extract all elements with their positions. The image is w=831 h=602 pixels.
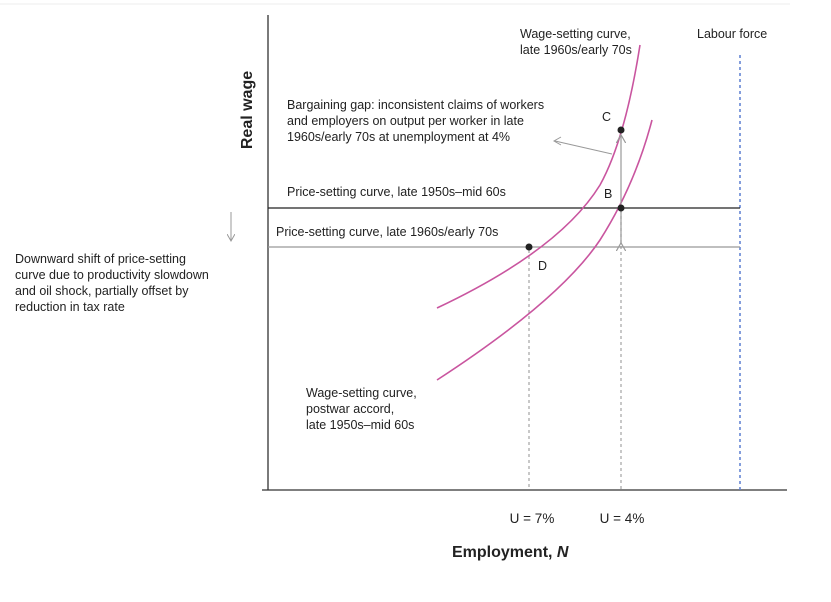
x-axis-variable: N (557, 544, 569, 561)
point-label: B (604, 187, 612, 201)
x-axis-label-text: Employment, (452, 544, 552, 561)
pointer (554, 140, 613, 155)
label: Bargaining gap: inconsistent claims of w… (287, 98, 544, 144)
label-line: and employers on output per worker in la… (287, 114, 524, 128)
label-line: Bargaining gap: inconsistent claims of w… (287, 98, 544, 112)
x-tick-label: U = 4% (600, 511, 645, 526)
label-line: and oil shock, partially offset by (15, 284, 189, 298)
label-line: Downward shift of price-setting (15, 252, 186, 266)
point-label: C (602, 110, 611, 124)
wage-setting-late (436, 44, 641, 309)
label: Price-setting curve, late 1960s/early 70… (276, 225, 498, 239)
x-axis-label: Employment, N (452, 544, 569, 561)
point (617, 204, 625, 212)
label-line: late 1950s–mid 60s (306, 418, 414, 432)
label-line: curve due to productivity slowdown (15, 268, 209, 282)
label: Wage-setting curve, postwar accord, late 1… (306, 386, 417, 432)
point (525, 243, 533, 251)
label-line: Wage-setting curve, (306, 386, 417, 400)
label: Downward shift of price-setting curve due… (15, 252, 209, 314)
label-line: late 1960s/early 70s (520, 43, 632, 57)
label: Labour force (697, 27, 767, 41)
x-tick-label: U = 7% (510, 511, 555, 526)
label-line: postwar accord, (306, 402, 394, 416)
wage-setting-postwar (436, 119, 653, 381)
pointer-head (552, 136, 562, 146)
label-line: 1960s/early 70s at unemployment at 4% (287, 130, 510, 144)
label-line: reduction in tax rate (15, 300, 125, 314)
y-axis-label: Real wage (239, 71, 256, 149)
point-label: D (538, 259, 547, 273)
point (617, 126, 625, 134)
label: Price-setting curve, late 1950s–mid 60s (287, 185, 506, 199)
label-line: Wage-setting curve, (520, 27, 631, 41)
label: Wage-setting curve, late 1960s/early 70s (520, 27, 632, 57)
